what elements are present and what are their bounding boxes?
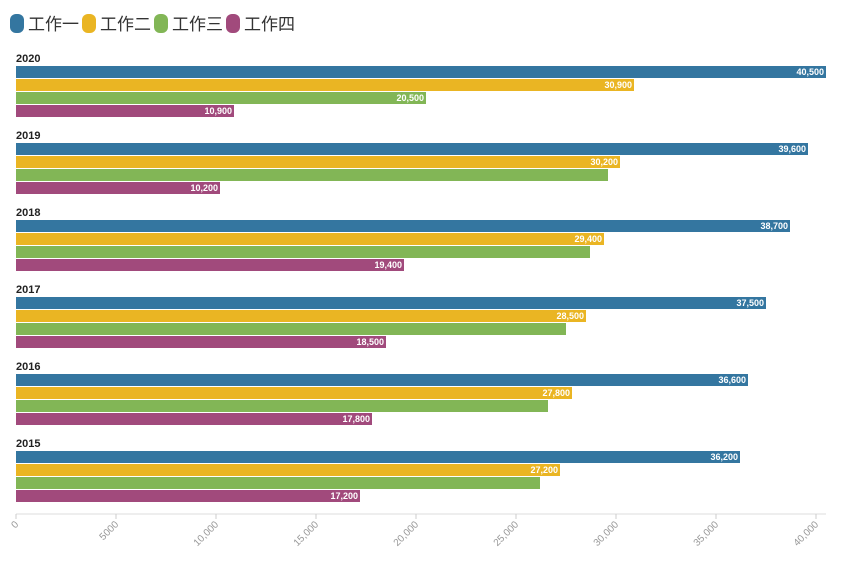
x-tick-label: 20,000 xyxy=(392,519,422,549)
legend-item[interactable]: 工作四 xyxy=(226,14,295,35)
category-label: 2015 xyxy=(16,438,40,450)
data-label: 38,700 xyxy=(760,221,788,231)
legend-item[interactable]: 工作二 xyxy=(82,14,151,35)
category-group: 2019 39,600 30,200 10,200 xyxy=(16,130,808,194)
legend-label: 工作一 xyxy=(28,15,79,35)
data-label: 29,400 xyxy=(574,234,602,244)
data-label: 40,500 xyxy=(796,67,824,77)
x-tick-label: 30,000 xyxy=(592,519,622,549)
category-group: 2018 38,700 29,400 19,400 xyxy=(16,207,790,271)
category-label: 2016 xyxy=(16,361,40,373)
category-group: 2017 37,500 28,500 18,500 xyxy=(16,284,766,348)
bar[interactable] xyxy=(16,105,234,117)
bar[interactable] xyxy=(16,400,548,412)
x-tick-label: 15,000 xyxy=(292,519,322,549)
bar[interactable] xyxy=(16,451,740,463)
data-label: 28,500 xyxy=(556,311,584,321)
x-tick-label: 10,000 xyxy=(192,519,222,549)
data-label: 10,900 xyxy=(204,106,232,116)
bar[interactable] xyxy=(16,464,560,476)
bar[interactable] xyxy=(16,413,372,425)
bar[interactable] xyxy=(16,182,220,194)
bar[interactable] xyxy=(16,143,808,155)
bar[interactable] xyxy=(16,79,634,91)
data-label: 36,600 xyxy=(718,375,746,385)
data-label: 19,400 xyxy=(374,260,402,270)
legend-swatch xyxy=(82,14,96,33)
bar[interactable] xyxy=(16,387,572,399)
bar[interactable] xyxy=(16,477,540,489)
category-label: 2019 xyxy=(16,130,40,142)
data-label: 18,500 xyxy=(356,337,384,347)
legend[interactable]: 工作一 工作二 工作三 工作四 xyxy=(10,14,295,35)
legend-item[interactable]: 工作三 xyxy=(154,14,223,35)
category-group: 2016 36,600 27,800 17,800 xyxy=(16,361,748,425)
legend-swatch xyxy=(10,14,24,33)
x-tick-label: 0 xyxy=(9,519,21,531)
category-label: 2018 xyxy=(16,207,40,219)
data-label: 30,200 xyxy=(590,157,618,167)
data-label: 30,900 xyxy=(604,80,632,90)
legend-swatch xyxy=(154,14,168,33)
bar[interactable] xyxy=(16,92,426,104)
category-group: 2020 40,500 30,900 20,500 10,900 xyxy=(16,53,826,117)
data-label: 36,200 xyxy=(710,452,738,462)
bar[interactable] xyxy=(16,169,608,181)
bar[interactable] xyxy=(16,66,826,78)
legend-label: 工作四 xyxy=(244,15,295,35)
category-label: 2017 xyxy=(16,284,40,296)
data-label: 20,500 xyxy=(396,93,424,103)
legend-item[interactable]: 工作一 xyxy=(10,14,79,35)
data-label: 27,800 xyxy=(542,388,570,398)
bar-groups: 2020 40,500 30,900 20,500 10,900 2019 39,600 30… xyxy=(16,53,826,502)
bar[interactable] xyxy=(16,259,404,271)
legend-swatch xyxy=(226,14,240,33)
x-tick-label: 5000 xyxy=(98,519,122,543)
data-label: 37,500 xyxy=(736,298,764,308)
bar[interactable] xyxy=(16,246,590,258)
bar[interactable] xyxy=(16,156,620,168)
bar[interactable] xyxy=(16,336,386,348)
bar[interactable] xyxy=(16,297,766,309)
bar[interactable] xyxy=(16,233,604,245)
bar[interactable] xyxy=(16,374,748,386)
bar[interactable] xyxy=(16,310,586,322)
legend-label: 工作三 xyxy=(172,15,223,35)
data-label: 17,800 xyxy=(342,414,370,424)
data-label: 10,200 xyxy=(190,183,218,193)
category-label: 2020 xyxy=(16,53,40,65)
x-tick-label: 35,000 xyxy=(692,519,722,549)
x-tick-label: 25,000 xyxy=(492,519,522,549)
data-label: 27,200 xyxy=(530,465,558,475)
bar[interactable] xyxy=(16,490,360,502)
category-group: 2015 36,200 27,200 17,200 xyxy=(16,438,740,502)
data-label: 17,200 xyxy=(330,491,358,501)
legend-label: 工作二 xyxy=(100,15,151,35)
x-axis: 0 5000 10,000 15,000 20,000 25,000 30,000 35,00… xyxy=(9,513,826,549)
data-label: 39,600 xyxy=(778,144,806,154)
bar[interactable] xyxy=(16,323,566,335)
x-tick-label: 40,000 xyxy=(792,519,822,549)
bar[interactable] xyxy=(16,220,790,232)
